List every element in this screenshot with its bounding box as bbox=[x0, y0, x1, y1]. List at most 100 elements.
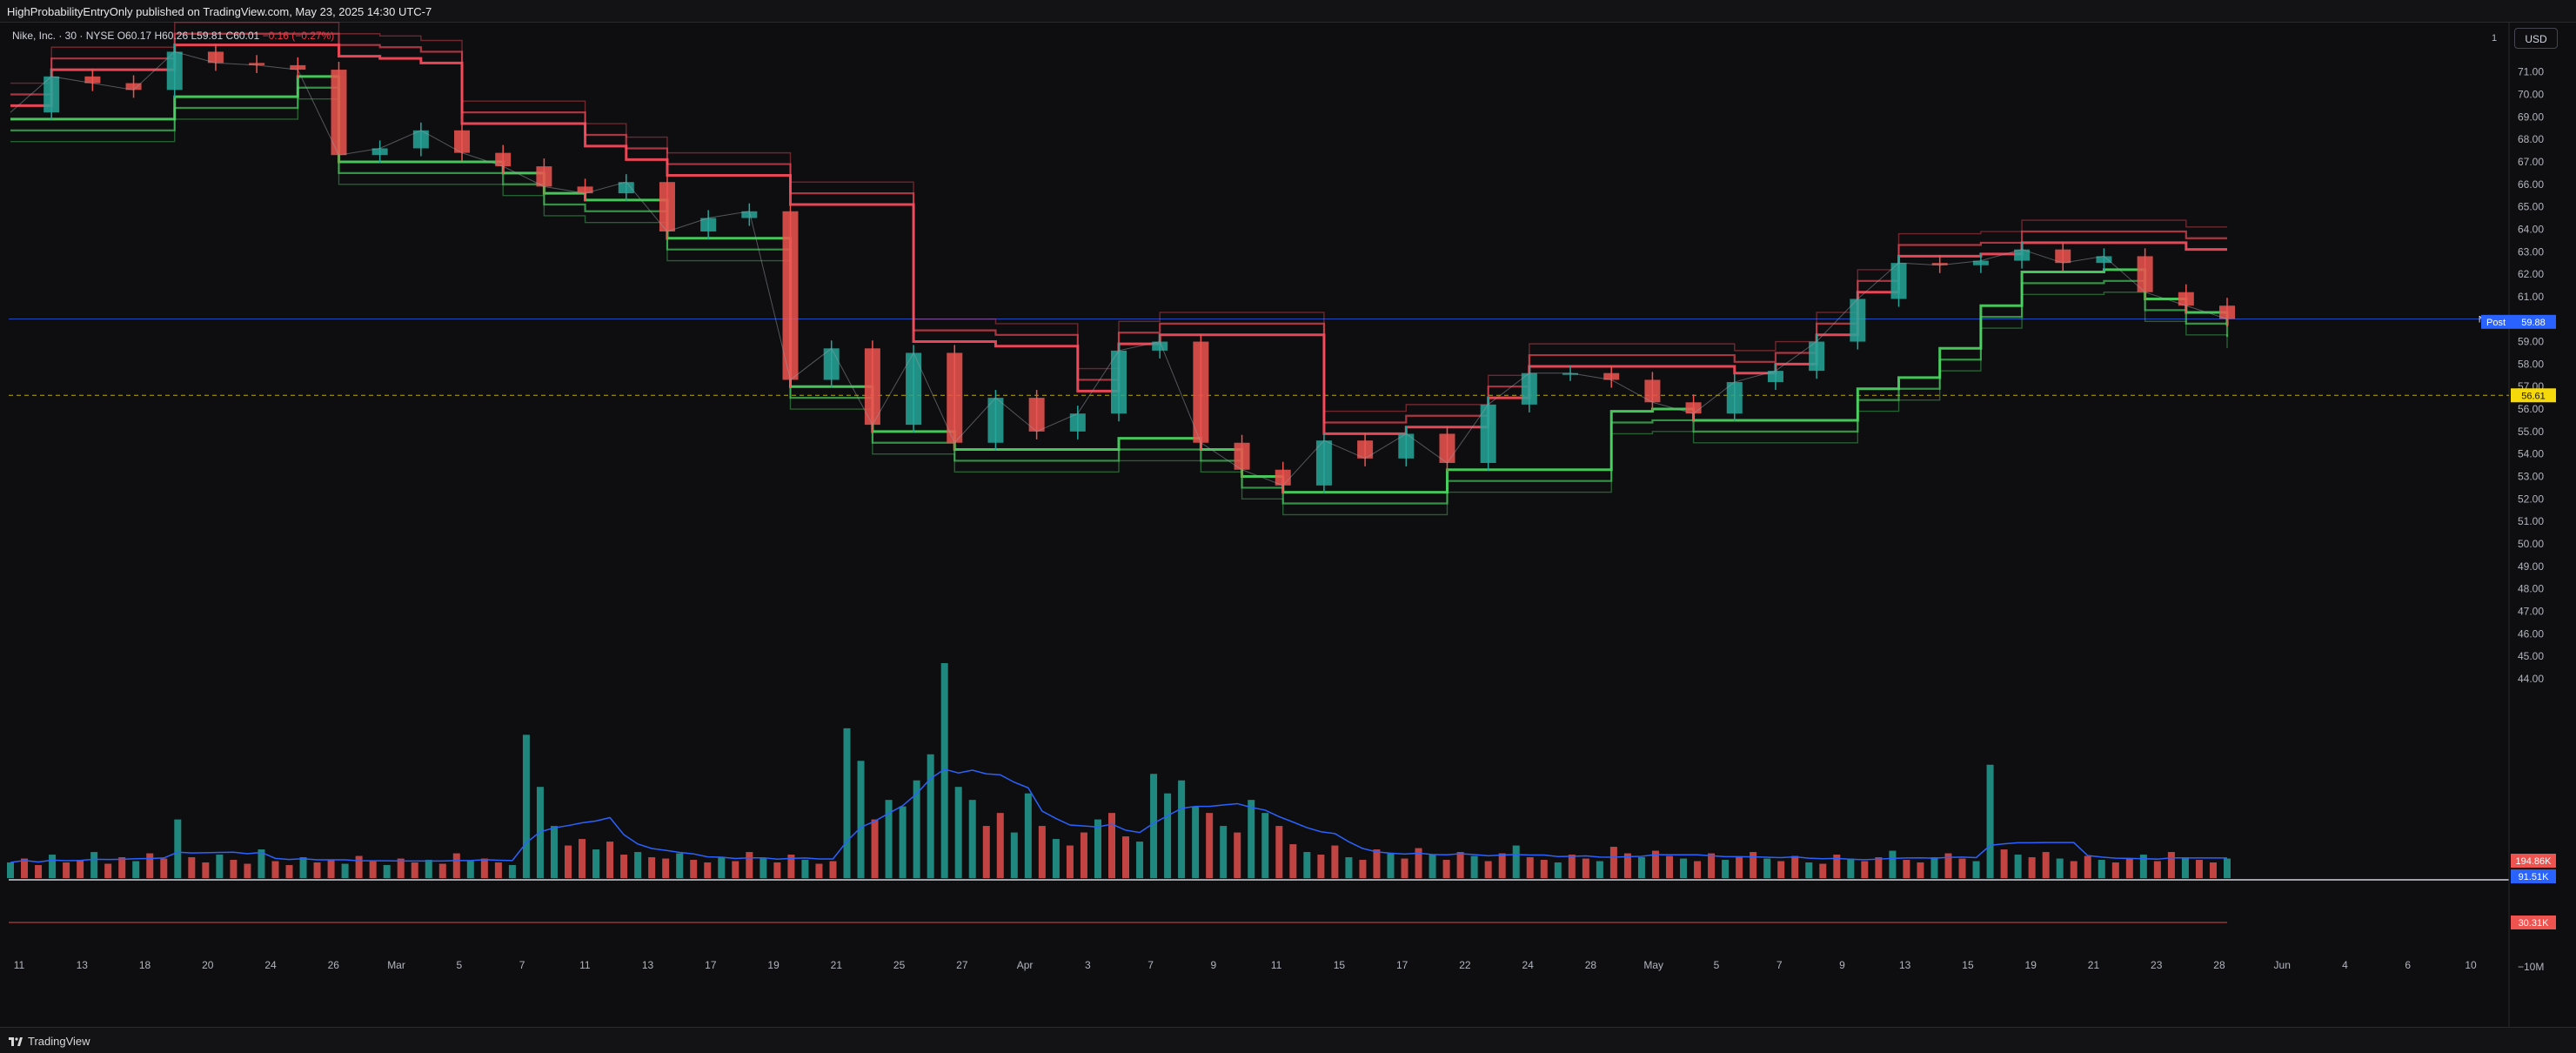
candle[interactable] bbox=[1152, 341, 1168, 351]
volume-bar bbox=[940, 663, 948, 878]
candle[interactable] bbox=[84, 76, 101, 84]
candle[interactable] bbox=[782, 211, 799, 380]
volume-bar bbox=[565, 845, 572, 878]
candle[interactable] bbox=[1315, 440, 1332, 486]
candle[interactable] bbox=[1480, 404, 1496, 464]
volume-bar bbox=[1387, 853, 1395, 878]
x-tick-label: 7 bbox=[1147, 959, 1154, 971]
volume-bar bbox=[982, 826, 990, 878]
volume-bar bbox=[1094, 819, 1101, 878]
candle[interactable] bbox=[1398, 433, 1415, 459]
x-tick-label: 17 bbox=[705, 959, 717, 971]
y-tick-label: 71.00 bbox=[2518, 66, 2544, 78]
candle[interactable] bbox=[2096, 256, 2112, 264]
candle[interactable] bbox=[1603, 372, 1620, 380]
x-tick-label: 25 bbox=[893, 959, 906, 971]
symbol-legend[interactable]: Nike, Inc. · 30 · NYSE O60.17 H60.26 L59… bbox=[12, 30, 334, 42]
volume-bar bbox=[885, 800, 893, 878]
volume-bar bbox=[843, 728, 851, 878]
volume-bar bbox=[2084, 855, 2091, 878]
y-tick-label: 49.00 bbox=[2518, 560, 2544, 573]
volume-bar bbox=[1024, 793, 1032, 878]
candle[interactable] bbox=[412, 130, 429, 149]
x-tick-label: 24 bbox=[1522, 959, 1534, 971]
candle[interactable] bbox=[290, 64, 306, 70]
candle[interactable] bbox=[1890, 263, 1907, 299]
volume-bar bbox=[620, 855, 628, 878]
volume-bar bbox=[1609, 847, 1617, 878]
scale-marker[interactable]: 1 bbox=[2492, 33, 2498, 44]
volume-bar bbox=[2209, 862, 2217, 878]
candle[interactable] bbox=[659, 182, 675, 232]
post-tag-bg bbox=[2481, 314, 2511, 329]
volume-bar bbox=[1373, 849, 1381, 878]
volume-bar bbox=[1345, 857, 1353, 878]
candle[interactable] bbox=[536, 166, 552, 187]
volume-ma-line bbox=[10, 768, 2227, 863]
candle[interactable] bbox=[371, 148, 388, 156]
candle[interactable] bbox=[166, 51, 183, 91]
candle[interactable] bbox=[1234, 442, 1250, 470]
candle[interactable] bbox=[2014, 249, 2031, 261]
volume-bar bbox=[2028, 857, 2036, 878]
legend-low: L59.81 bbox=[191, 30, 224, 42]
candle[interactable] bbox=[906, 352, 922, 426]
candle[interactable] bbox=[125, 83, 142, 91]
candle[interactable] bbox=[1972, 260, 1989, 265]
candle[interactable] bbox=[1069, 413, 1086, 432]
volume-bar bbox=[494, 862, 502, 878]
candle[interactable] bbox=[1850, 298, 1866, 342]
volume-bar bbox=[1122, 836, 1130, 878]
candle[interactable] bbox=[864, 348, 880, 426]
volume-bar bbox=[49, 855, 57, 878]
post-price-value: 59.88 bbox=[2521, 318, 2546, 328]
candle[interactable] bbox=[987, 398, 1004, 443]
volume-bar bbox=[1206, 813, 1214, 878]
candle[interactable] bbox=[1931, 263, 1948, 265]
volume-bar bbox=[341, 863, 349, 878]
candle[interactable] bbox=[454, 130, 471, 153]
volume-bar bbox=[1317, 855, 1325, 878]
candle[interactable] bbox=[495, 152, 512, 167]
candle[interactable] bbox=[700, 218, 717, 232]
y-tick-label: 61.00 bbox=[2518, 291, 2544, 303]
tradingview-brand[interactable]: TradingView bbox=[9, 1035, 90, 1048]
x-tick-label: 13 bbox=[642, 959, 654, 971]
candle[interactable] bbox=[577, 186, 593, 194]
volume-bar bbox=[271, 861, 279, 878]
candle[interactable] bbox=[43, 76, 60, 113]
candle[interactable] bbox=[1111, 350, 1127, 414]
candle[interactable] bbox=[1767, 371, 1783, 383]
candle[interactable] bbox=[947, 352, 963, 443]
volume-bar bbox=[1833, 855, 1841, 878]
candle[interactable] bbox=[1644, 379, 1661, 403]
y-tick-label: 62.00 bbox=[2518, 268, 2544, 280]
volume-bar bbox=[1512, 845, 1520, 878]
x-tick-label: 6 bbox=[2405, 959, 2411, 971]
candle[interactable] bbox=[1809, 341, 1825, 372]
candle[interactable] bbox=[1028, 398, 1045, 432]
volume-bar bbox=[1708, 853, 1716, 878]
candle[interactable] bbox=[1521, 372, 1537, 405]
x-tick-label: 7 bbox=[519, 959, 525, 971]
candle[interactable] bbox=[1439, 433, 1455, 464]
candle[interactable] bbox=[2137, 256, 2153, 292]
candle[interactable] bbox=[2178, 292, 2194, 306]
candle[interactable] bbox=[1726, 382, 1743, 414]
candle[interactable] bbox=[741, 211, 758, 218]
candle[interactable] bbox=[249, 63, 265, 65]
volume-bar bbox=[606, 842, 614, 878]
candle[interactable] bbox=[1357, 440, 1374, 459]
currency-button[interactable]: USD bbox=[2514, 28, 2558, 49]
volume-label-bg bbox=[2511, 854, 2556, 868]
candle[interactable] bbox=[331, 70, 347, 156]
candle[interactable] bbox=[1193, 341, 1209, 443]
volume-bar bbox=[1554, 862, 1562, 878]
candle[interactable] bbox=[207, 51, 224, 64]
candle[interactable] bbox=[1562, 372, 1579, 375]
candle[interactable] bbox=[2055, 249, 2071, 264]
volume-bar bbox=[411, 862, 418, 878]
candle[interactable] bbox=[2219, 305, 2235, 319]
candle[interactable] bbox=[618, 182, 634, 194]
